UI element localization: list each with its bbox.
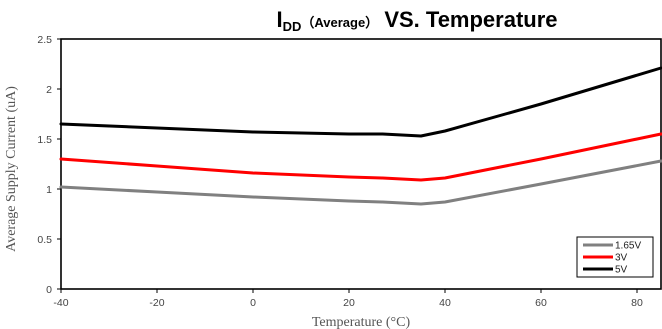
- x-tick-label: 80: [631, 297, 643, 309]
- x-tick-label: 60: [535, 297, 547, 309]
- y-tick-label: 0.5: [37, 234, 52, 246]
- y-tick-label: 1: [46, 184, 52, 196]
- y-tick-label: 2: [46, 84, 52, 96]
- y-tick-label: 2.5: [37, 34, 52, 46]
- x-tick-label: 0: [250, 297, 256, 309]
- series-line-3v: [61, 134, 661, 180]
- legend-label-3v: 3V: [615, 253, 628, 264]
- y-axis: 0 0.5 1 1.5 2 2.5: [37, 34, 61, 296]
- chart-title-subscript: DD: [283, 19, 302, 34]
- x-tick-label: -20: [149, 297, 164, 309]
- chart-title-suffix: VS. Temperature: [378, 7, 557, 32]
- x-tick-label: 20: [343, 297, 355, 309]
- legend-label-1-65v: 1.65V: [615, 241, 641, 252]
- series-line-5v: [61, 68, 661, 136]
- y-axis-label: Average Supply Current (uA): [4, 86, 19, 252]
- chart-title-qualifier: （Average）: [301, 15, 378, 30]
- legend-label-5v: 5V: [615, 265, 628, 276]
- plot-area-frame: [61, 39, 661, 289]
- y-tick-label: 0: [46, 284, 52, 296]
- x-axis: -40 -20 0 20 40 60 80: [53, 289, 643, 309]
- series-lines: [61, 68, 661, 204]
- chart-title: IDD（Average） VS. Temperature: [276, 7, 557, 34]
- x-tick-label: -40: [53, 297, 68, 309]
- series-line-1-65v: [61, 161, 661, 204]
- x-axis-label: Temperature (°C): [312, 315, 411, 329]
- x-tick-label: 40: [439, 297, 451, 309]
- y-tick-label: 1.5: [37, 134, 52, 146]
